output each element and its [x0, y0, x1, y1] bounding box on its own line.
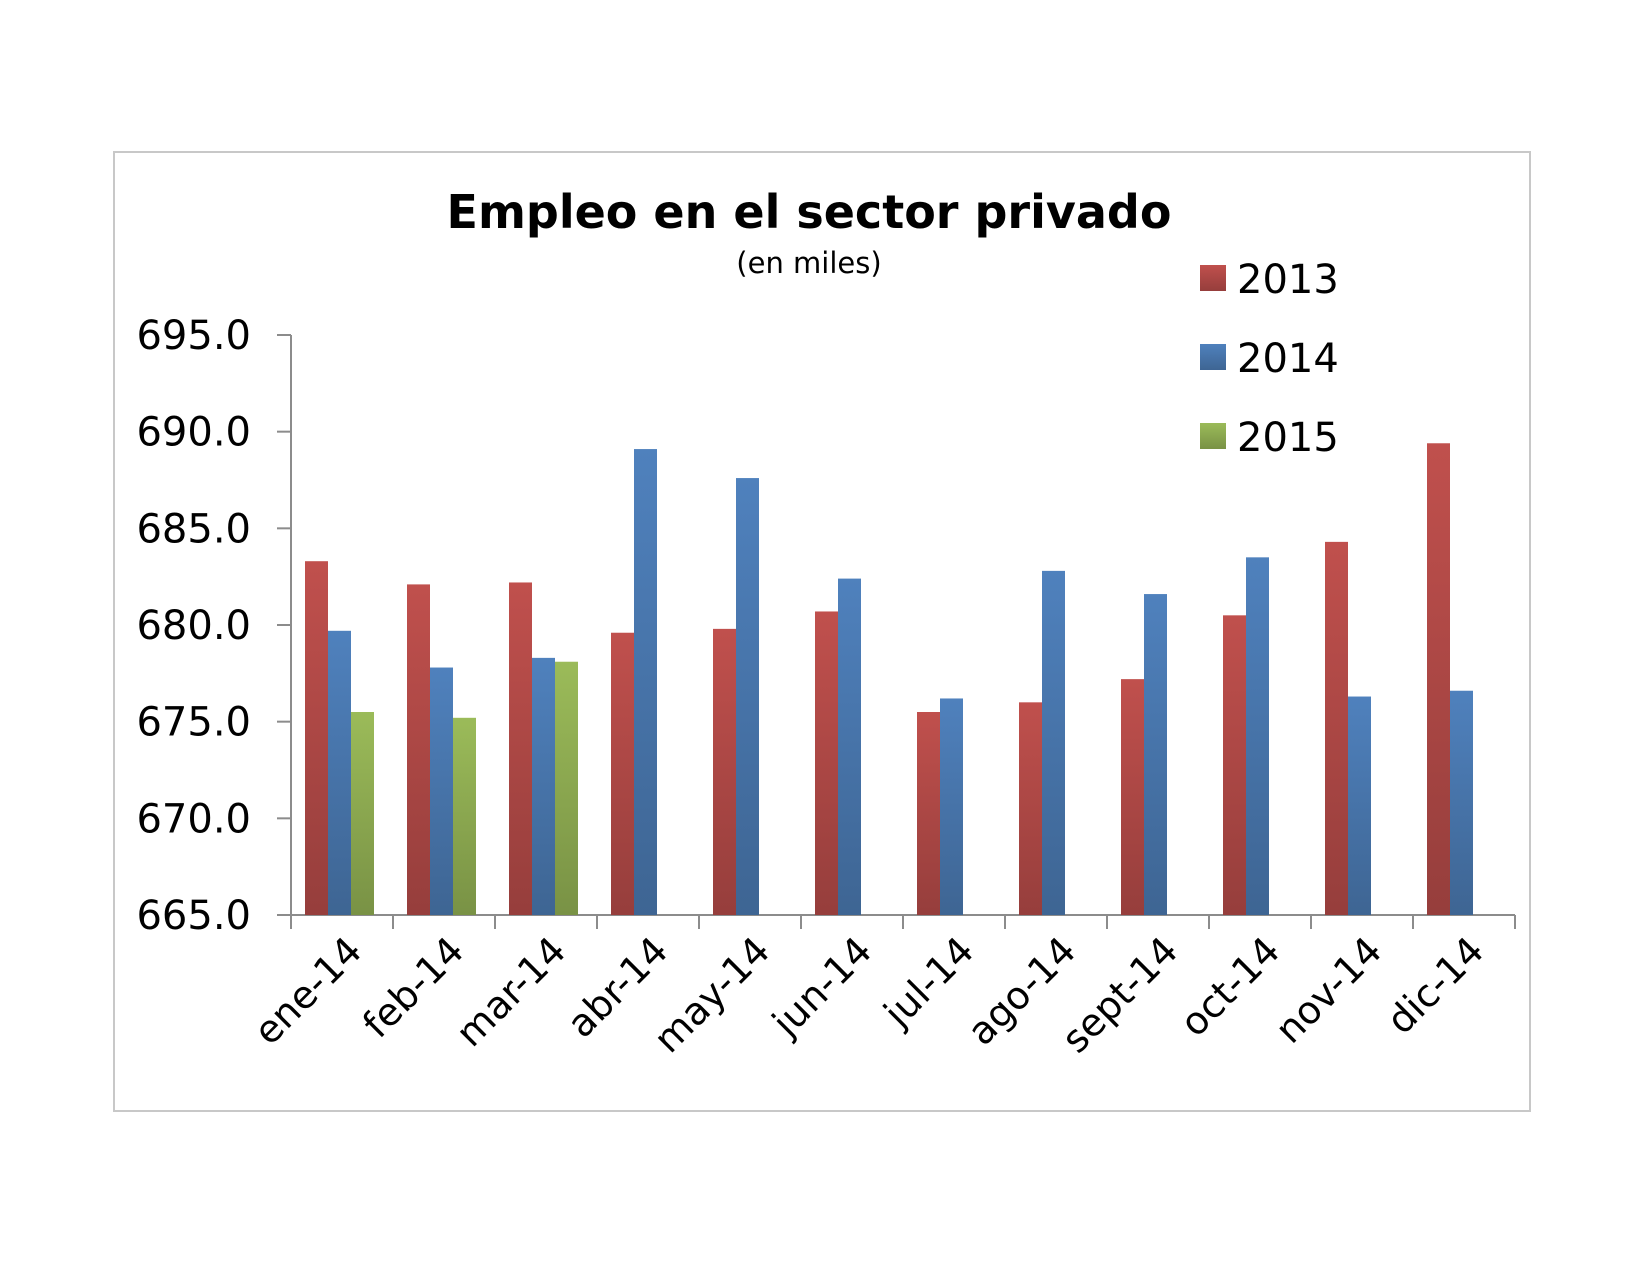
bar-2014-may-14: [736, 478, 759, 915]
bar-2014-nov-14: [1348, 696, 1371, 915]
bar-2013-nov-14: [1325, 541, 1348, 915]
x-tick-label: oct-14: [1172, 928, 1289, 1045]
bar-2013-sept-14: [1121, 679, 1144, 915]
bar-2014-dic-14: [1450, 690, 1473, 915]
bar-2014-jun-14: [838, 578, 861, 915]
y-tick-label: 680.0: [136, 603, 251, 649]
bar-2013-jun-14: [815, 611, 838, 915]
bar-2014-sept-14: [1144, 594, 1167, 915]
y-tick-label: 690.0: [136, 410, 251, 456]
bar-2014-oct-14: [1246, 557, 1269, 915]
y-tick-label: 695.0: [136, 313, 251, 359]
chart-subtitle: (en miles): [736, 246, 881, 280]
y-axis: 695.0 690.0 685.0 680.0 675.0 670.0 665.0: [136, 313, 292, 939]
legend-swatch-2014: [1200, 344, 1226, 370]
y-tick-label: 665.0: [136, 893, 251, 939]
bar-2014-abr-14: [634, 449, 657, 915]
legend-label-2013: 2013: [1237, 257, 1339, 303]
x-tick-label: may-14: [645, 928, 778, 1061]
legend: 2013 2014 2015: [1200, 257, 1339, 461]
bar-2013-mar-14: [509, 582, 532, 915]
x-tick-label: dic-14: [1378, 928, 1492, 1042]
bar-2014-ago-14: [1042, 570, 1065, 915]
legend-label-2015: 2015: [1237, 415, 1339, 461]
bar-group: [305, 443, 1473, 915]
x-tick-label: jun-14: [763, 928, 880, 1045]
bar-2015-mar-14: [555, 661, 578, 915]
bar-2013-ene-14: [305, 561, 328, 915]
legend-label-2014: 2014: [1237, 336, 1339, 382]
x-tick-label: nov-14: [1267, 928, 1391, 1052]
bar-2013-ago-14: [1019, 702, 1042, 915]
bar-2015-feb-14: [453, 717, 476, 915]
bar-2014-feb-14: [430, 667, 453, 915]
y-tick-label: 670.0: [136, 796, 251, 842]
x-tick-label: ene-14: [245, 928, 370, 1053]
bar-2015-ene-14: [351, 712, 374, 915]
bar-2013-feb-14: [407, 584, 430, 915]
x-axis: ene-14feb-14mar-14abr-14may-14jun-14jul-…: [245, 914, 1516, 1061]
x-tick-label: mar-14: [447, 928, 574, 1055]
bar-2013-dic-14: [1427, 443, 1450, 915]
chart-canvas: Empleo en el sector privado (en miles) 6…: [136, 185, 1516, 1061]
bar-2013-abr-14: [611, 632, 634, 915]
chart-frame: Empleo en el sector privado (en miles) 6…: [113, 151, 1531, 1112]
bar-2014-mar-14: [532, 657, 555, 915]
bar-2013-jul-14: [917, 712, 940, 915]
chart-title: Empleo en el sector privado: [447, 185, 1172, 239]
bar-2014-jul-14: [940, 698, 963, 915]
bar-2013-may-14: [713, 628, 736, 915]
legend-swatch-2013: [1200, 265, 1226, 291]
y-tick-label: 685.0: [136, 506, 251, 552]
y-tick-label: 675.0: [136, 700, 251, 746]
bar-2013-oct-14: [1223, 615, 1246, 915]
legend-swatch-2015: [1200, 423, 1226, 449]
bar-2014-ene-14: [328, 630, 351, 915]
